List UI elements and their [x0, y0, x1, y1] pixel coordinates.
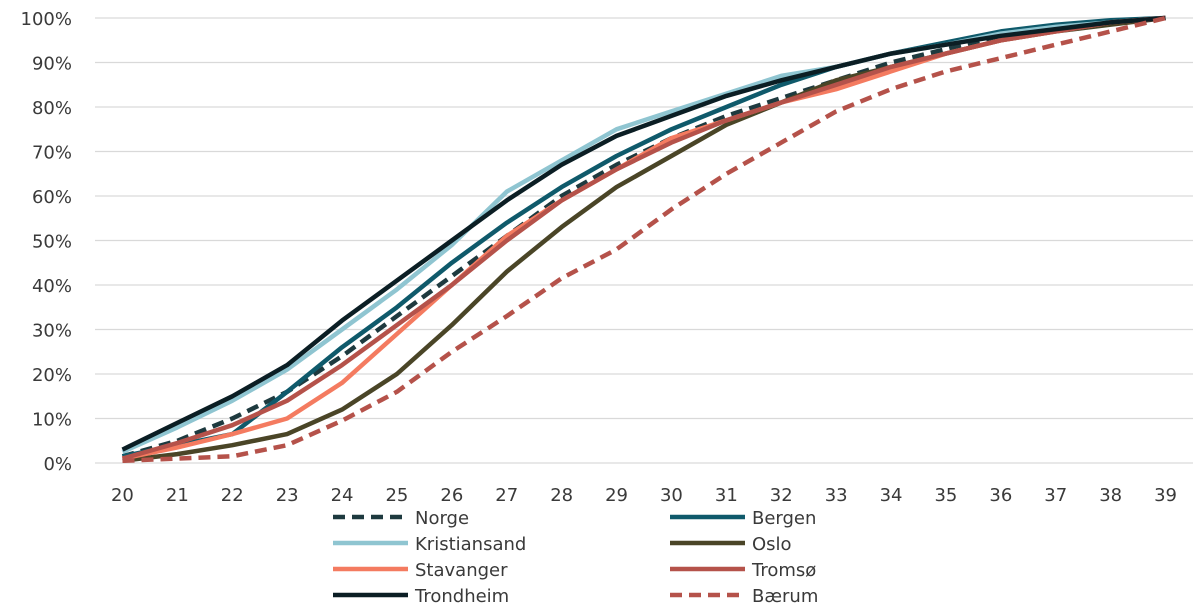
- x-tick-label: 25: [385, 485, 408, 506]
- series-line-trondheim: [121, 15, 1166, 452]
- legend-item-norge: Norge: [333, 508, 469, 529]
- legend-label: Tromsø: [751, 560, 816, 581]
- legend-item-troms-: Tromsø: [670, 560, 816, 581]
- legend-item-trondheim: Trondheim: [333, 586, 509, 607]
- y-tick-label: 90%: [32, 54, 72, 75]
- x-tick-label: 30: [660, 485, 683, 506]
- legend-label: Bergen: [752, 508, 816, 529]
- y-tick-label: 60%: [32, 187, 72, 208]
- x-tick-label: 39: [1154, 485, 1177, 506]
- legend-item-stavanger: Stavanger: [333, 560, 508, 581]
- y-tick-label: 100%: [21, 9, 72, 30]
- x-tick-label: 27: [495, 485, 518, 506]
- y-tick-label: 10%: [32, 410, 72, 431]
- x-tick-label: 33: [825, 485, 848, 506]
- series-line-kristiansand: [121, 15, 1166, 454]
- y-tick-label: 30%: [32, 321, 72, 342]
- y-tick-label: 0%: [43, 454, 72, 475]
- y-tick-label: 20%: [32, 365, 72, 386]
- x-tick-label: 34: [880, 485, 903, 506]
- x-tick-label: 24: [331, 485, 354, 506]
- y-tick-label: 40%: [32, 276, 72, 297]
- x-tick-label: 31: [715, 485, 738, 506]
- series-line-b-rum: [122, 15, 1167, 464]
- x-tick-label: 29: [605, 485, 628, 506]
- y-tick-label: 80%: [32, 98, 72, 119]
- legend-label: Trondheim: [414, 586, 509, 607]
- x-axis: 20 21 22 23 24 25 26 27 28 29 30 31 32 33 34 35 36 37 38 39: [111, 485, 1177, 506]
- legend-label: Norge: [415, 508, 469, 529]
- x-tick-label: 38: [1099, 485, 1122, 506]
- x-tick-label: 22: [221, 485, 244, 506]
- series-lines: [121, 15, 1167, 464]
- x-tick-label: 36: [989, 485, 1012, 506]
- x-tick-label: 21: [166, 485, 189, 506]
- x-tick-label: 32: [770, 485, 793, 506]
- series-line-bergen: [122, 15, 1166, 459]
- x-tick-label: 20: [111, 485, 134, 506]
- legend-label: Oslo: [752, 534, 792, 555]
- y-tick-label: 50%: [32, 232, 72, 253]
- legend-label: Kristiansand: [415, 534, 526, 555]
- legend-item-bergen: Bergen: [670, 508, 816, 529]
- legend-item-oslo: Oslo: [670, 534, 792, 555]
- x-tick-label: 28: [550, 485, 573, 506]
- x-tick-label: 37: [1044, 485, 1067, 506]
- y-tick-label: 70%: [32, 143, 72, 164]
- series-line-oslo: [122, 15, 1166, 464]
- legend: Norge Bergen Kristiansand Oslo Stavanger Trom…: [333, 508, 818, 607]
- series-line-stavanger: [122, 15, 1166, 461]
- legend-label: Bærum: [752, 586, 818, 607]
- y-axis: 0% 10% 20% 30% 40% 50% 60% 70% 80% 90% 100%: [21, 9, 72, 475]
- series-line-troms-: [121, 15, 1166, 461]
- series-line-norge: [121, 15, 1166, 459]
- x-tick-label: 23: [276, 485, 299, 506]
- legend-item-kristiansand: Kristiansand: [333, 534, 526, 555]
- gridlines: [95, 17, 1193, 464]
- legend-item-b-rum: Bærum: [670, 586, 818, 607]
- legend-label: Stavanger: [415, 560, 508, 581]
- x-tick-label: 35: [934, 485, 957, 506]
- x-tick-label: 26: [440, 485, 463, 506]
